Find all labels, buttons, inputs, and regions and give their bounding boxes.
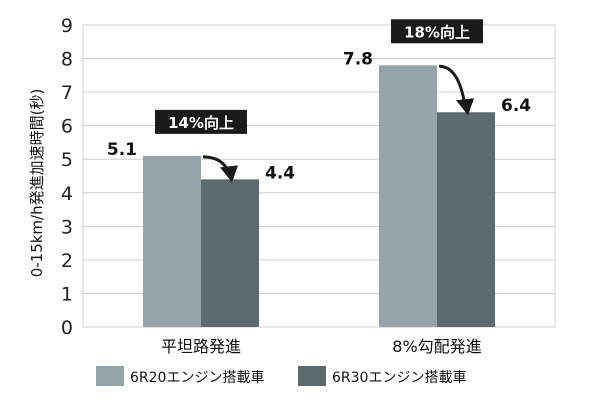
arrowhead-icon [220,165,238,183]
data-label: 5.1 [107,140,137,160]
x-category-label: 8%勾配発進 [392,337,481,356]
y-axis-ticks: 0 1 2 3 4 5 6 7 8 9 [61,15,73,339]
arrowhead-icon [456,98,474,116]
legend-swatch [96,366,124,386]
data-label: 7.8 [343,49,373,69]
improvement-badge-text: 18%向上 [404,23,470,41]
improvement-badge [391,19,483,44]
y-tick-label: 0 [61,317,73,339]
x-category-label: 平坦路発進 [161,337,241,356]
bars: 5.1 4.4 7.8 6.4 [107,49,531,328]
y-axis-label: 0-15km/h発進加速時間(秒) [28,89,46,278]
y-tick-label: 8 [61,49,73,71]
data-label: 4.4 [265,163,295,183]
y-tick-label: 6 [61,116,73,138]
bar [379,65,437,328]
y-tick-label: 9 [61,15,73,37]
y-tick-label: 4 [61,183,73,205]
data-label: 6.4 [501,96,531,116]
y-tick-label: 7 [61,82,73,104]
x-axis-categories: 平坦路発進 8%勾配発進 [161,337,482,356]
y-tick-label: 1 [61,283,73,305]
legend-swatch [298,366,326,386]
bar [143,155,201,327]
y-tick-label: 3 [61,216,73,238]
bar [437,112,495,327]
legend-label: 6R30エンジン搭載車 [332,369,466,386]
y-tick-label: 2 [61,250,73,272]
improvement-badge [155,109,247,134]
bar [201,179,259,327]
annotations: 14%向上 18%向上 [155,19,483,183]
legend-label: 6R20エンジン搭載車 [130,369,264,386]
improvement-badge-text: 14%向上 [168,114,234,132]
y-tick-label: 5 [61,149,73,171]
legend: 6R20エンジン搭載車 6R30エンジン搭載車 [96,366,466,386]
